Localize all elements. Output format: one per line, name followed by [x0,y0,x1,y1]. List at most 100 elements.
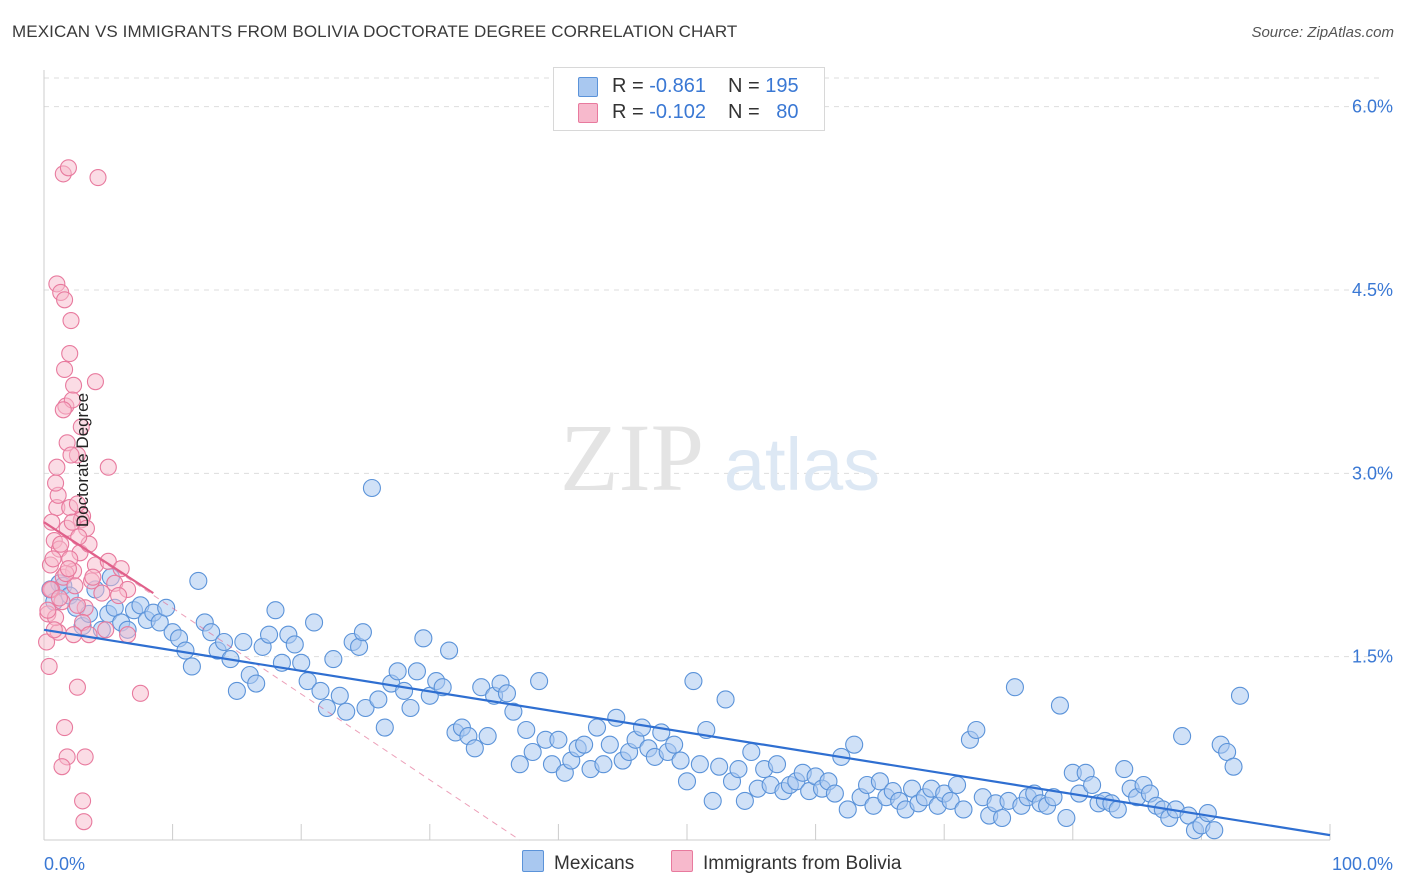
y-tick-label: 3.0% [1352,463,1393,483]
legend-r-value: -0.102 [649,101,706,123]
bolivia-point [66,577,84,595]
bolivia-point [43,513,61,531]
bolivia-point [89,169,107,187]
bolivia-point [93,584,111,602]
mexicans-point [356,698,375,718]
mexicans-point [214,632,234,652]
bolivia-point [75,813,93,831]
bolivia-point [86,373,104,391]
mexicans-point [504,702,523,721]
mexicans-point [324,650,343,669]
bolivia-points [38,159,149,831]
mexicans-point [710,757,729,776]
x-tick-labels: 0.0% 100.0% [44,854,1393,874]
bolivia-point [74,792,92,810]
bottom-legend-label: Mexicans [554,853,635,874]
mexicans-point [530,672,549,691]
bolivia-point [48,458,66,476]
mexicans-point [767,755,787,774]
mexicans-point [362,478,381,498]
bolivia-point [72,418,90,436]
bolivia-point [62,446,80,464]
legend-n-label: N = [727,101,766,123]
mexicans-point [305,613,324,632]
bottom-legend-bolivia: Immigrants from Bolivia [671,850,902,875]
mexicans-point [433,678,452,697]
bolivia-point [80,626,98,644]
mexicans-point [845,735,864,754]
bolivia-point [56,291,74,309]
mexicans-point [227,681,246,700]
mexicans-point [1230,686,1250,705]
axes [43,70,1331,841]
mexicans-point [157,598,176,617]
watermark-zip: ZIP [560,404,704,511]
mexicans-point [517,720,536,740]
bolivia-trend-line [43,521,154,595]
legend-swatch-pink [578,102,598,123]
mexicans-point [1115,760,1134,779]
mexicans-point [665,735,684,754]
bolivia-point [131,684,149,702]
bolivia-point [40,657,58,675]
y-tick-label: 6.0% [1352,97,1393,117]
mexicans-point [600,735,619,754]
mexicans-point [395,681,414,700]
bolivia-point [70,528,88,546]
mexicans-point [189,571,208,590]
bolivia-point [47,474,65,492]
bolivia-point [119,626,137,644]
mexicans-point [549,730,568,749]
legend-n-value: 195 [765,75,799,97]
mexicans-point [542,755,562,774]
trend-lines [43,521,1331,841]
mexicans-point [838,800,857,819]
mexicans-point [292,653,311,672]
mexicans-point [259,625,279,644]
mexicans-point [1044,788,1063,807]
bolivia-point [56,360,74,378]
bolivia-point [110,587,128,605]
bolivia-point [68,495,86,513]
source-note: Source: ZipAtlas.com [1251,24,1394,41]
mexicans-point [375,718,394,737]
bolivia-point [84,568,102,586]
bolivia-trend-extension [43,521,521,841]
mexicans-point [729,760,748,779]
watermark: ZIP atlas [560,404,880,511]
y-tick-label: 4.5% [1352,280,1393,300]
bolivia-point [44,550,62,568]
mexicans-point [941,791,960,810]
mexicans-point [742,742,761,762]
stats-legend: R = -0.861 N = 195 R = -0.102 N = 80 [553,67,825,131]
bolivia-point [61,345,79,363]
mexicans-point [465,739,484,758]
bolivia-point [38,633,56,651]
legend-swatch-blue [578,76,598,97]
legend-n-value: 80 [776,101,799,123]
mexicans-point [353,623,372,642]
mexicans-trend-line [43,628,1331,837]
mexicans-point [1205,821,1224,840]
bolivia-point [39,601,57,619]
mexicans-point [330,686,349,705]
mexicans-point [1050,696,1069,715]
mexicans-point [954,800,973,819]
bolivia-point [76,748,94,766]
mexicans-point [1224,757,1243,776]
bottom-legend-swatch-blue [522,850,544,872]
mexicans-point [285,635,304,654]
mexicans-point [825,784,844,803]
legend-row-mexicans: R = -0.861 N = 195 [578,75,799,101]
bottom-legend-mexicans: Mexicans [522,850,634,875]
mexicans-point [1198,804,1217,823]
mexicans-point [414,629,433,648]
legend-n-label: N = [727,75,766,97]
legend-row-bolivia: R = -0.102 N = 80 [578,101,798,127]
mexicans-point [472,678,491,697]
mexicans-point [684,672,703,691]
mexicans-point [247,674,266,693]
bolivia-point [50,589,68,607]
bottom-legend-label: Immigrants from Bolivia [703,853,902,874]
y-tick-label: 1.5% [1352,647,1393,667]
